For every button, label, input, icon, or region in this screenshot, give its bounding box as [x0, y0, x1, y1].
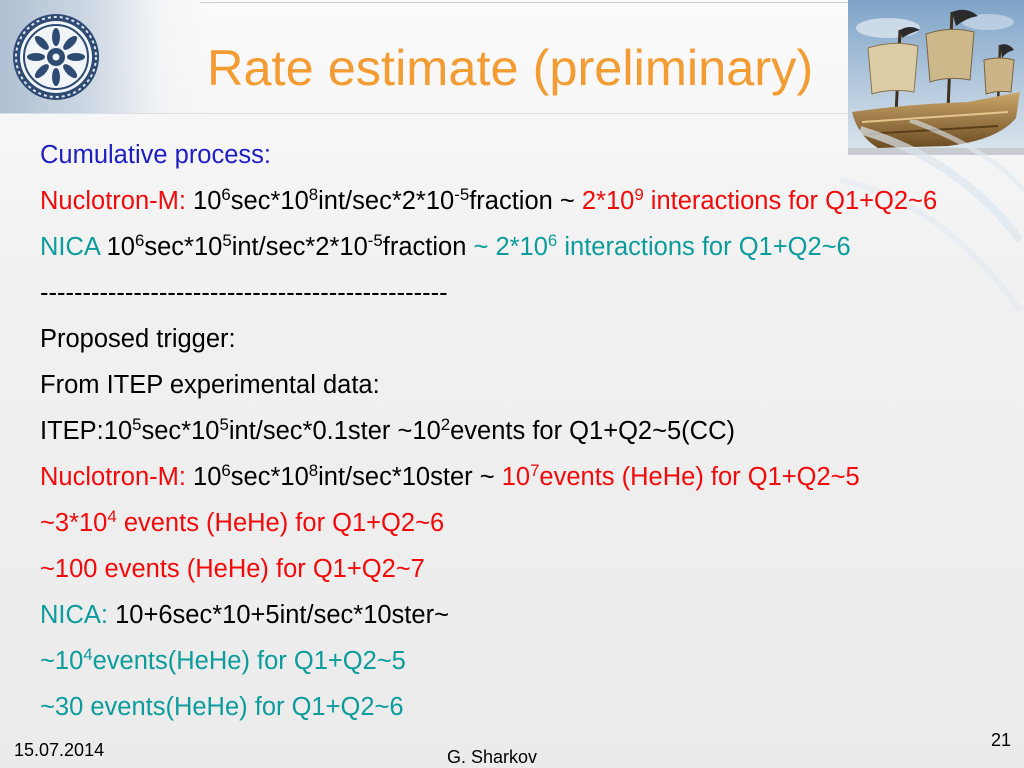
- body-line: Nuclotron-M: 106sec*108int/sec*2*10-5fra…: [40, 178, 937, 224]
- text-segment: events(HeHe) for Q1+Q2~5: [92, 647, 406, 675]
- text-segment: 10: [106, 233, 135, 261]
- superscript-text: 9: [634, 185, 644, 205]
- text-segment: 2*10: [581, 187, 635, 215]
- text-segment: int/sec*0.1ster ~10: [228, 417, 441, 445]
- text-segment: events for Q1+Q2~5(CC): [450, 417, 735, 445]
- superscript-text: -5: [454, 185, 470, 205]
- slide-body: Cumulative process: Nuclotron-M: 106sec*1…: [40, 132, 937, 730]
- text-segment: ~100 events (HeHe) for Q1+Q2~7: [40, 555, 425, 583]
- slide-title: Rate estimate (preliminary): [207, 39, 814, 96]
- superscript-text: 4: [107, 507, 117, 527]
- body-line: NICA 106sec*105int/sec*2*10-5fraction ~ …: [40, 224, 937, 270]
- text-segment: int/sec*2*10: [231, 233, 368, 261]
- superscript-text: 2: [440, 415, 451, 435]
- ship-sail: [925, 28, 975, 83]
- text-segment: fraction ~: [469, 187, 582, 215]
- ship-hull: [852, 92, 1020, 148]
- text-segment: interactions for Q1+Q2~6: [643, 187, 938, 215]
- text-segment: Proposed trigger:: [40, 325, 236, 353]
- text-segment: ----------------------------------------…: [40, 279, 448, 307]
- text-segment: sec*10: [230, 463, 309, 491]
- superscript-text: 6: [221, 461, 231, 481]
- text-segment: sec*10: [144, 233, 223, 261]
- ship-flag: [900, 27, 920, 38]
- body-line: NICA: 10+6sec*10+5int/sec*10ster~: [40, 592, 937, 638]
- body-line: ITEP:105sec*105int/sec*0.1ster ~102event…: [40, 408, 937, 454]
- body-line: From ITEP experimental data:: [40, 362, 937, 408]
- body-line: ----------------------------------------…: [40, 270, 937, 316]
- text-segment: NICA:: [40, 601, 116, 629]
- top-rule: [200, 2, 848, 3]
- text-segment: fraction: [382, 233, 474, 261]
- text-segment: NICA: [40, 233, 107, 261]
- text-segment: interactions for Q1+Q2~6: [557, 233, 851, 261]
- text-segment: Nuclotron-M:: [40, 463, 194, 491]
- text-segment: sec*10: [141, 417, 220, 445]
- superscript-text: 5: [132, 415, 142, 435]
- superscript-text: 6: [547, 231, 558, 251]
- text-segment: ~ 2*10: [473, 233, 548, 261]
- ship-flag: [952, 9, 978, 26]
- text-segment: 10: [193, 187, 222, 215]
- ship-sail: [983, 57, 1015, 95]
- ship-sail: [867, 42, 919, 95]
- text-segment: events (HeHe) for Q1+Q2~5: [539, 463, 860, 491]
- superscript-text: 5: [219, 415, 229, 435]
- text-segment: sec*10: [230, 187, 309, 215]
- superscript-text: 8: [308, 185, 319, 205]
- body-line: ~30 events(HeHe) for Q1+Q2~6: [40, 684, 937, 730]
- header-divider: [0, 113, 848, 114]
- decorative-swirls: [839, 120, 1024, 312]
- text-segment: 10: [193, 463, 222, 491]
- institute-logo: [13, 14, 99, 100]
- footer-author: G. Sharkov: [447, 747, 538, 767]
- text-segment: Cumulative process:: [40, 141, 272, 169]
- text-segment: Nuclotron-M:: [40, 187, 194, 215]
- footer-date: 15.07.2014: [14, 740, 105, 760]
- text-segment: int/sec*2*10: [318, 187, 455, 215]
- superscript-text: 6: [134, 231, 145, 251]
- superscript-text: -5: [367, 231, 383, 251]
- body-line: Nuclotron-M: 106sec*108int/sec*10ster ~ …: [40, 454, 937, 500]
- ship-flag: [1000, 44, 1014, 58]
- text-segment: 10+6sec*10+5int/sec*10ster~: [115, 601, 449, 629]
- text-segment: events (HeHe) for Q1+Q2~6: [116, 509, 445, 537]
- text-segment: ITEP:10: [40, 417, 133, 445]
- superscript-text: 5: [222, 231, 232, 251]
- superscript-text: 8: [308, 461, 319, 481]
- body-line: Proposed trigger:: [40, 316, 937, 362]
- text-segment: ~30 events(HeHe) for Q1+Q2~6: [40, 693, 404, 721]
- superscript-text: 6: [221, 185, 231, 205]
- page-number: 21: [991, 730, 1012, 750]
- body-line: ~3*104 events (HeHe) for Q1+Q2~6: [40, 500, 937, 546]
- body-line: ~100 events (HeHe) for Q1+Q2~7: [40, 546, 937, 592]
- text-segment: int/sec*10ster ~: [318, 463, 502, 491]
- text-segment: ~3*10: [40, 509, 108, 537]
- body-line: Cumulative process:: [40, 132, 937, 178]
- superscript-text: 7: [530, 461, 540, 481]
- text-segment: ~10: [40, 647, 84, 675]
- superscript-text: 4: [83, 645, 93, 665]
- body-line: ~104events(HeHe) for Q1+Q2~5: [40, 638, 937, 684]
- text-segment: From ITEP experimental data:: [40, 371, 380, 399]
- text-segment: 10: [501, 463, 531, 491]
